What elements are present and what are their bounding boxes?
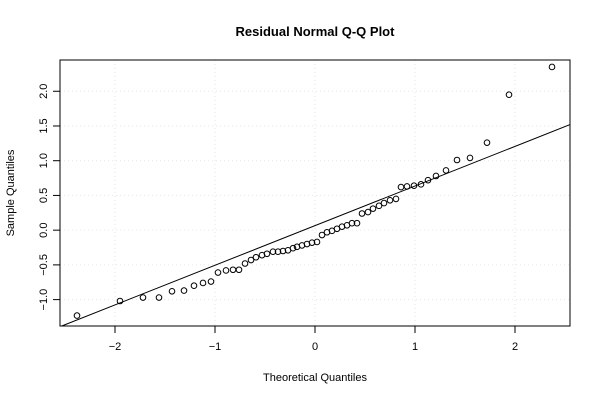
- data-point-47: [424, 176, 432, 184]
- data-point-38: [369, 205, 377, 212]
- data-point-50: [453, 156, 461, 164]
- data-point-3: [155, 294, 163, 301]
- data-point-4: [168, 287, 176, 295]
- x-axis: −2 −1 0 1 2: [109, 325, 518, 353]
- data-point-20: [279, 247, 287, 255]
- data-point-46: [417, 181, 425, 188]
- data-point-6: [190, 282, 198, 290]
- data-points: [73, 63, 556, 319]
- y-tick-label-3: 0.5: [38, 188, 50, 203]
- y-tick-label-6: 2.0: [38, 84, 50, 99]
- data-point-36: [358, 210, 366, 217]
- data-point-41: [386, 196, 394, 204]
- data-point-22: [289, 244, 297, 252]
- x-tick-label-2: 0: [312, 341, 318, 353]
- data-point-14: [247, 256, 255, 264]
- data-point-39: [375, 202, 383, 210]
- reference-line: [61, 124, 571, 327]
- data-point-40: [380, 199, 388, 207]
- y-tick-label-0: −1.0: [38, 289, 50, 311]
- data-point-52: [483, 139, 491, 146]
- data-point-18: [269, 248, 277, 255]
- data-point-53: [505, 91, 513, 99]
- x-axis-label: Theoretical Quantiles: [263, 372, 367, 384]
- data-point-0: [73, 312, 81, 319]
- y-axis-label: Sample Quantiles: [5, 149, 17, 236]
- data-point-7: [199, 279, 207, 287]
- x-tick-label-4: 2: [512, 341, 518, 353]
- data-point-19: [274, 248, 282, 255]
- data-point-17: [263, 250, 271, 258]
- data-point-9: [214, 269, 222, 276]
- data-point-15: [252, 253, 260, 261]
- data-point-12: [235, 266, 243, 274]
- data-point-8: [207, 278, 215, 285]
- data-point-48: [432, 172, 440, 180]
- data-point-42: [392, 195, 400, 203]
- y-tick-label-2: 0.0: [38, 223, 50, 238]
- y-tick-label-5: 1.5: [38, 118, 50, 133]
- x-tick-label-0: −2: [109, 341, 122, 353]
- y-tick-label-4: 1.0: [38, 153, 50, 168]
- data-point-11: [229, 266, 237, 274]
- data-point-49: [442, 167, 450, 174]
- data-point-43: [397, 183, 405, 191]
- data-point-2: [139, 294, 147, 301]
- data-point-26: [308, 239, 316, 246]
- y-axis: −1.0 −0.5 0.0 0.5 1.0 1.5 2.0: [38, 84, 61, 311]
- data-point-13: [241, 260, 249, 267]
- data-point-5: [180, 287, 188, 294]
- data-point-10: [222, 267, 230, 274]
- data-point-1: [116, 297, 124, 305]
- y-tick-label-1: −0.5: [38, 254, 50, 276]
- data-point-54: [548, 63, 556, 71]
- data-point-44: [403, 183, 411, 190]
- data-point-28: [318, 231, 326, 239]
- data-point-37: [364, 208, 372, 216]
- chart-title: Residual Normal Q-Q Plot: [236, 24, 396, 39]
- data-point-45: [410, 182, 418, 190]
- data-point-35: [353, 219, 361, 227]
- data-point-34: [348, 219, 356, 227]
- data-point-27: [313, 238, 321, 246]
- x-tick-label-1: −1: [209, 341, 222, 353]
- data-point-51: [466, 154, 474, 162]
- grid: [60, 60, 570, 326]
- x-tick-label-3: 1: [412, 341, 418, 353]
